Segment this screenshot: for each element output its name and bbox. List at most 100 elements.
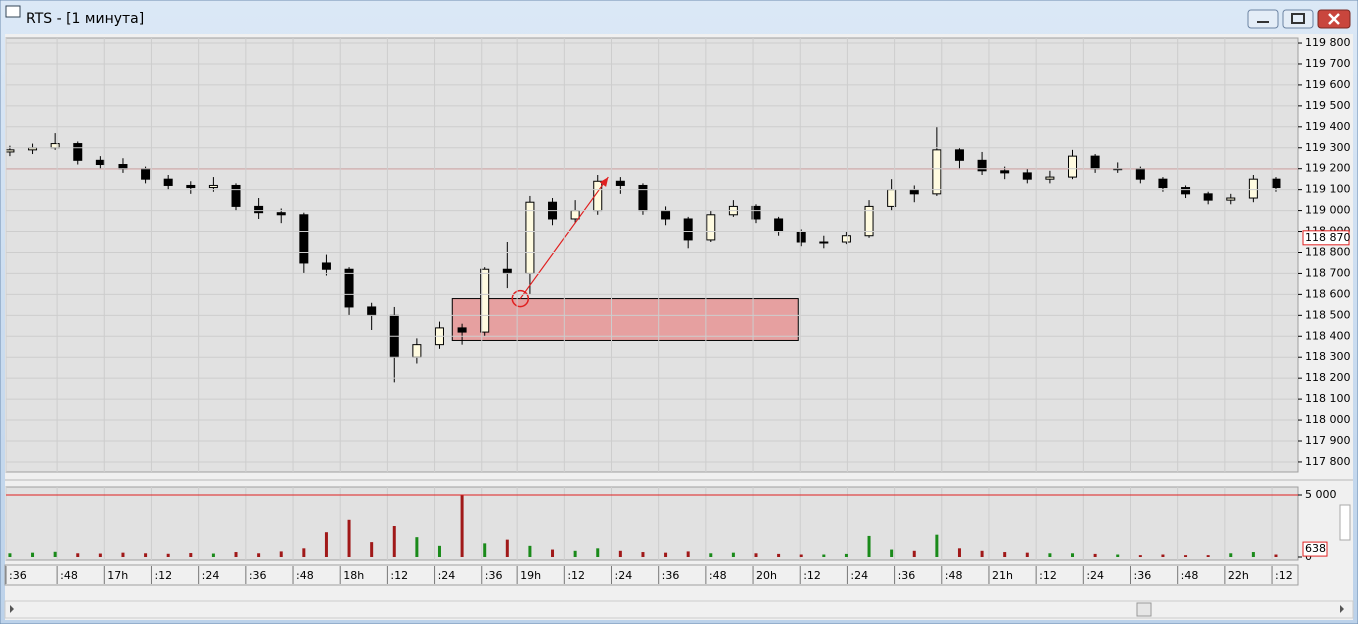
window-title: RTS - [1 минута] [26, 11, 144, 27]
volume-bar [53, 551, 57, 557]
volume-bar [618, 550, 622, 557]
x-tick-label: 19h [520, 569, 541, 582]
candle-body [909, 189, 919, 195]
volume-bar [505, 539, 509, 557]
volume-bar [98, 553, 102, 557]
volume-bar [890, 549, 894, 557]
scroll-thumb[interactable] [1136, 602, 1152, 617]
volume-scroll[interactable] [1339, 504, 1351, 541]
x-tick-label: :48 [945, 569, 963, 582]
volume-pane [5, 486, 1299, 561]
candle-body [95, 159, 105, 166]
time-axis [4, 564, 1299, 586]
x-tick-label: :12 [1039, 569, 1057, 582]
candle-body [1271, 178, 1281, 189]
arrow-head [599, 177, 609, 187]
price-pane [5, 37, 1299, 473]
candle-body [570, 210, 580, 220]
x-tick-label: :48 [709, 569, 727, 582]
candle-body [299, 214, 309, 264]
candle-body [254, 205, 264, 214]
y-tick-label: 119 800 [1305, 36, 1351, 49]
candle-body [118, 164, 128, 170]
x-tick-label: :12 [154, 569, 172, 582]
x-tick-label: :36 [9, 569, 27, 582]
volume-bar [347, 519, 351, 557]
volume-bar [1274, 554, 1278, 557]
candle-body [1248, 178, 1258, 199]
volume-bar [844, 553, 848, 557]
x-tick-label: :36 [898, 569, 916, 582]
last-price-label: 118 870 [1305, 231, 1351, 244]
volume-bar [31, 552, 35, 557]
candle-body [1022, 172, 1032, 180]
x-tick-label: 18h [343, 569, 364, 582]
volume-bar [822, 554, 826, 557]
candle-body [480, 268, 490, 333]
maximize-button[interactable] [1282, 9, 1314, 29]
candle-body [1090, 155, 1100, 170]
x-tick-label: :36 [249, 569, 267, 582]
volume-bar [437, 545, 441, 557]
volume-bar [912, 550, 916, 557]
x-tick-label: :36 [662, 569, 680, 582]
candle-body [367, 306, 377, 316]
volume-bar [686, 551, 690, 557]
candle-body [796, 231, 806, 243]
app-icon [5, 5, 21, 18]
volume-bar [573, 550, 577, 557]
candle-body [615, 180, 625, 186]
candle-body [1158, 178, 1168, 189]
candle-body [1000, 170, 1010, 174]
volume-bar [528, 545, 532, 557]
candle-body [706, 214, 716, 241]
x-tick-label: 17h [107, 569, 128, 582]
y-tick-label: 119 600 [1305, 78, 1351, 91]
volume-bar [1161, 554, 1165, 557]
volume-bar [121, 552, 125, 557]
volume-bar [483, 543, 487, 557]
volume-bar [144, 553, 148, 557]
minimize-button[interactable] [1247, 9, 1279, 29]
x-tick-label: 22h [1228, 569, 1249, 582]
volume-bar [1093, 553, 1097, 557]
candle-body [502, 268, 512, 274]
y-tick-label: 118 100 [1305, 392, 1351, 405]
x-tick-label: :36 [485, 569, 503, 582]
y-tick-label: 119 500 [1305, 99, 1351, 112]
last-volume-box [1302, 541, 1328, 557]
volume-bar [1025, 552, 1029, 557]
scroll-left[interactable] [10, 605, 14, 613]
candle-body [661, 210, 671, 220]
volume-bar [1003, 552, 1007, 557]
h-scrollbar[interactable] [4, 600, 1354, 619]
volume-bar [664, 552, 668, 557]
candle-body [412, 344, 422, 358]
candle-body [1068, 155, 1078, 178]
x-tick-label: :36 [1134, 569, 1152, 582]
y-tick-label: 118 300 [1305, 350, 1351, 363]
candle-body [208, 184, 218, 189]
volume-bar [754, 553, 758, 557]
candle-body [231, 184, 241, 207]
volume-bar [935, 534, 939, 557]
x-tick-label: :24 [615, 569, 633, 582]
candle-body [774, 218, 784, 233]
y-tick-label: 118 200 [1305, 371, 1351, 384]
volume-bar [1071, 553, 1075, 557]
y-tick-label: 119 300 [1305, 141, 1351, 154]
candle-body [73, 143, 83, 161]
scroll-right[interactable] [1340, 605, 1344, 613]
volume-bar [189, 553, 193, 557]
candle-body [457, 327, 467, 333]
y-tick-label: 118 600 [1305, 287, 1351, 300]
volume-bar [234, 552, 238, 557]
candle-body [344, 268, 354, 308]
volume-bar [1138, 555, 1142, 557]
volume-bar [279, 551, 283, 557]
last-volume-label: 638 [1305, 542, 1326, 555]
volume-bar [777, 553, 781, 557]
x-tick-label: :48 [1181, 569, 1199, 582]
